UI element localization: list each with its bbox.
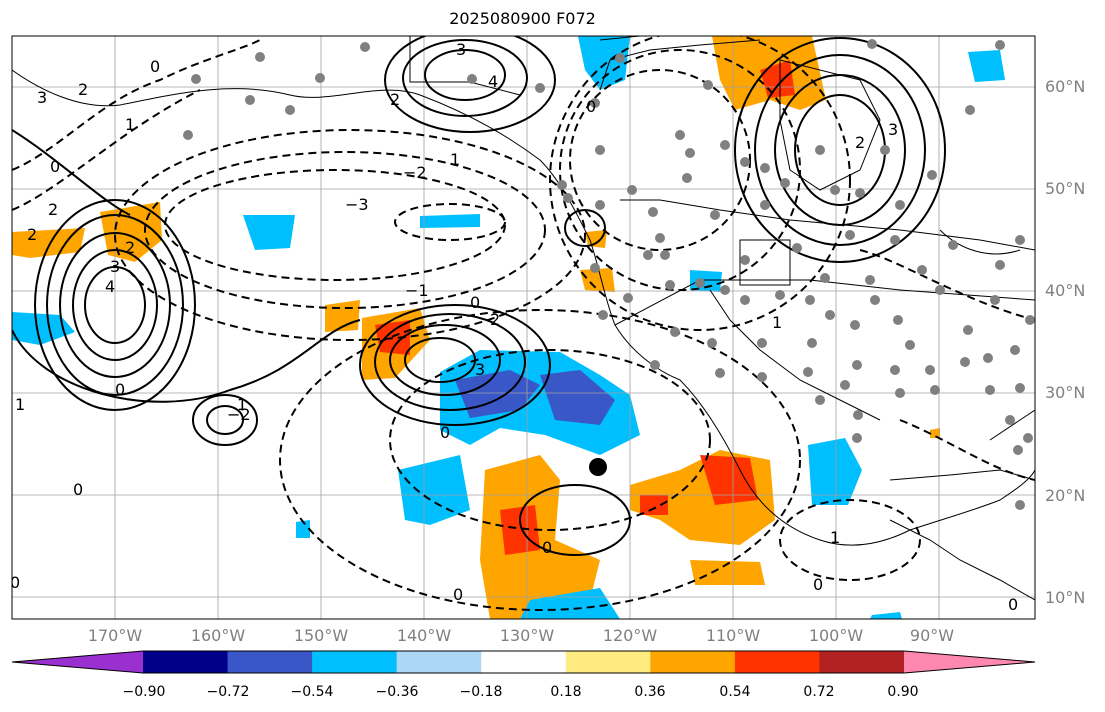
contour-label: 0 — [470, 293, 480, 312]
contour-label: 0 — [115, 380, 125, 399]
contour-label: 4 — [105, 277, 115, 296]
lat-label: 20°N — [1045, 486, 1086, 505]
colorbar-tick-label: −0.54 — [290, 684, 334, 700]
lon-label: 140°W — [396, 626, 452, 645]
lon-label: 130°W — [499, 626, 555, 645]
colorbar-tick-label: −0.18 — [459, 684, 503, 700]
colorbar-segment — [227, 651, 313, 673]
lat-label: 30°N — [1045, 383, 1086, 402]
contour-label: 0 — [150, 57, 160, 76]
contour-label: 3 — [888, 120, 898, 139]
lon-label: 120°W — [602, 626, 658, 645]
contour-label: 2 — [390, 90, 400, 109]
contour-label: −2 — [403, 163, 427, 182]
colorbar-tick-label: 0.90 — [887, 684, 919, 700]
map-frame — [11, 35, 1036, 620]
contour-label: 0 — [453, 585, 463, 604]
colorbar-segment — [396, 651, 482, 673]
contour-label: 1 — [830, 528, 840, 547]
contours-dashed — [12, 36, 1035, 611]
lon-label: 110°W — [705, 626, 761, 645]
colorbar-tick-label: 0.54 — [719, 684, 751, 700]
contour-label: 2 — [27, 225, 37, 244]
contour-label: 0 — [586, 97, 596, 116]
contour-label: 0 — [440, 423, 450, 442]
contour-label: 1 — [15, 395, 25, 414]
lat-label: 50°N — [1045, 179, 1086, 198]
lat-label: 60°N — [1045, 77, 1086, 96]
contour-label: 0 — [10, 573, 20, 592]
shaded-fields — [12, 36, 1005, 619]
colorbar-segment — [650, 651, 736, 673]
contour-label: 3 — [110, 257, 120, 276]
contour-label: 2 — [490, 310, 500, 329]
contour-label: 3 — [37, 88, 47, 107]
lat-label: 40°N — [1045, 281, 1086, 300]
map-plot-area: 3 4 2 3 4 2 0 1 −1 0 2 3 −2 −3 1 0 −2 1 … — [10, 36, 1035, 619]
colorbar-extend-low — [12, 651, 143, 673]
contour-label: 3 — [475, 360, 485, 379]
contour-label: 2 — [78, 80, 88, 99]
contour-label: 0 — [50, 157, 60, 176]
contour-label: 1 — [450, 150, 460, 169]
contour-label: 3 — [456, 40, 466, 59]
contour-label: 1 — [237, 395, 247, 414]
contour-label: −1 — [405, 281, 429, 300]
contour-label: 0 — [73, 480, 83, 499]
contour-label: 2 — [855, 133, 865, 152]
coastlines — [12, 36, 1035, 601]
contour-label: 2 — [48, 200, 58, 219]
contour-label: 2 — [125, 238, 135, 257]
colorbar-tick-label: −0.90 — [122, 684, 166, 700]
marker-point — [589, 458, 607, 476]
colorbar-extend-high — [904, 651, 1035, 673]
contours — [12, 36, 946, 556]
station-dots — [183, 39, 1035, 510]
lat-label: 10°N — [1045, 588, 1086, 607]
colorbar-tick-label: 0.18 — [550, 684, 582, 700]
contour-label: 4 — [488, 72, 498, 91]
colorbar-segment — [312, 651, 398, 673]
contour-label: 0 — [1008, 595, 1018, 614]
colorbar — [11, 650, 1036, 674]
colorbar-tick-label: −0.36 — [375, 684, 419, 700]
lon-label: 160°W — [190, 626, 246, 645]
colorbar-tick-label: 0.72 — [803, 684, 835, 700]
colorbar-tick-label: 0.36 — [634, 684, 666, 700]
graticule — [12, 36, 1035, 619]
colorbar-outline — [11, 650, 1036, 674]
contour-label: 0 — [813, 575, 823, 594]
lon-label: 150°W — [293, 626, 349, 645]
contour-label: −3 — [345, 195, 369, 214]
contour-label: −2 — [227, 405, 251, 424]
lon-label: 170°W — [87, 626, 143, 645]
contour-label: 0 — [542, 538, 552, 557]
contour-label: 1 — [125, 115, 135, 134]
lon-label: 90°W — [909, 626, 955, 645]
contour-labels: 3 4 2 3 4 2 0 1 −1 0 2 3 −2 −3 1 0 −2 1 … — [10, 40, 1018, 614]
lon-label: 100°W — [808, 626, 864, 645]
colorbar-segment — [143, 651, 229, 673]
colorbar-segment — [819, 651, 905, 673]
colorbar-segment — [481, 651, 567, 673]
map-title: 2025080900 F072 — [449, 9, 596, 28]
contour-label: 1 — [772, 313, 782, 332]
colorbar-tick-label: −0.72 — [206, 684, 250, 700]
colorbar-segment — [565, 651, 651, 673]
colorbar-segment — [734, 651, 820, 673]
